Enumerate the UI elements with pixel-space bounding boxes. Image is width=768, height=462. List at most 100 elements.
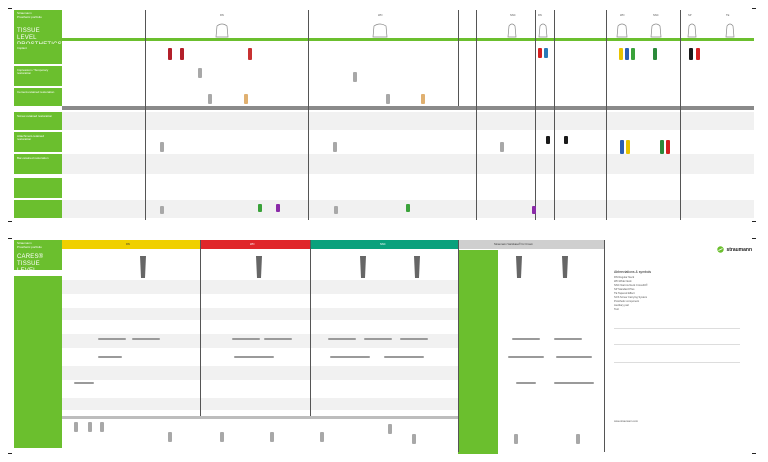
tool-icon [576, 434, 580, 444]
row-shade [62, 334, 458, 348]
top-title-small-1: Straumann [17, 11, 32, 15]
column-divider [200, 240, 201, 416]
tool-icon [88, 422, 92, 432]
workflow-bar [98, 338, 126, 340]
component-icon [160, 206, 164, 214]
row-label-block: Attachment-retained restoration [14, 132, 62, 152]
component-icon [625, 48, 629, 60]
legend-divider [614, 344, 740, 345]
implant-head-illustration [215, 23, 229, 38]
crop-mark [8, 453, 12, 454]
row-label: Impression / Temporary restoration [17, 68, 49, 76]
implant-illustration [256, 256, 262, 278]
component-icon [564, 136, 568, 144]
component-icon [208, 94, 212, 104]
component-icon [538, 48, 542, 58]
workflow-bar [74, 382, 94, 384]
column-divider [145, 10, 146, 220]
top-green-bar [62, 38, 754, 41]
workflow-bar [364, 338, 392, 340]
workflow-bar [234, 356, 274, 358]
component-icon [258, 204, 262, 212]
workflow-bar [330, 356, 370, 358]
legend-divider [614, 362, 740, 363]
tool-icon [514, 434, 518, 444]
column-header: WN [378, 14, 383, 17]
row-label-block: Screw-retained restoration [14, 112, 62, 130]
legend-panel: straumann Abbreviations & symbols RN Reg… [614, 244, 754, 448]
component-icon [386, 94, 390, 104]
variobase-label-column [458, 250, 498, 454]
row-label: Attachment-retained restoration [17, 134, 45, 142]
crop-mark [752, 221, 756, 222]
column-divider [680, 10, 681, 220]
column-header: SP [688, 14, 692, 17]
row-label-block [14, 200, 62, 218]
tool-icon [168, 432, 172, 442]
column-divider [604, 240, 605, 452]
component-icon [532, 206, 536, 214]
crop-mark [8, 238, 12, 239]
tool-icon [220, 432, 224, 442]
tool-icon [320, 432, 324, 442]
row-label: Cement-retained restoration [17, 90, 55, 94]
column-divider [310, 240, 311, 416]
column-header: WN [620, 14, 625, 17]
bottom-panel: Straumann Prosthetic portfolio CARES® TI… [8, 238, 756, 454]
column-divider [458, 10, 459, 106]
implant-illustration [516, 256, 522, 278]
nnc-header: NNC [310, 240, 458, 249]
legend-line: Auxiliary part [614, 304, 629, 307]
column-header: NNC [653, 14, 659, 17]
tool-icon [100, 422, 104, 432]
component-icon [248, 48, 252, 60]
row-label: Bar-retained restoration [17, 156, 49, 160]
implant-illustration [414, 256, 420, 278]
legend-line: WN Wide Neck [614, 280, 632, 283]
bottom-title-block: Straumann Prosthetic portfolio CARES® TI… [14, 240, 62, 274]
row-label-block: Implant [14, 44, 62, 64]
workflow-bar [512, 338, 540, 340]
component-icon [689, 48, 693, 60]
top-separator-band [62, 106, 754, 110]
rn-header: RN [62, 240, 200, 249]
row-shade [62, 112, 754, 130]
component-icon [626, 140, 630, 154]
workflow-bar [400, 338, 428, 340]
legend-footer: www.straumann.com [614, 420, 639, 423]
variobase-header-label: Straumann Variobase® for Crown [494, 243, 533, 246]
implant-head-illustration [538, 23, 548, 38]
crop-mark [8, 221, 12, 222]
legend-title: Abbreviations & symbols [614, 270, 652, 274]
legend-line: RN Regular Neck [614, 276, 635, 279]
tool-icon [388, 424, 392, 434]
legend-line: Prosthetic component [614, 300, 640, 303]
variobase-header: Straumann Variobase® for Crown [458, 240, 604, 249]
brand-name: straumann [726, 246, 752, 253]
column-header: RN [220, 14, 224, 17]
component-icon [653, 48, 657, 60]
column-header: RN [538, 14, 542, 17]
component-icon [620, 140, 624, 154]
workflow-bar [554, 338, 582, 340]
component-icon [406, 204, 410, 212]
bottom-title-small-1: Straumann [17, 241, 32, 245]
component-icon [160, 142, 164, 152]
workflow-bar [516, 382, 536, 384]
component-icon [180, 48, 184, 60]
legend-line: SCS Screw Carrying System [614, 296, 648, 299]
bottom-separator-band [62, 416, 458, 419]
component-icon [631, 48, 635, 60]
column-divider [458, 240, 459, 452]
component-icon [353, 72, 357, 82]
row-shade [62, 366, 458, 380]
workflow-bar [508, 356, 544, 358]
implant-head-illustration [725, 23, 735, 38]
component-icon [696, 48, 700, 60]
tool-icon [74, 422, 78, 432]
implant-head-illustration [372, 23, 388, 38]
workflow-bar [132, 338, 160, 340]
tool-icon [412, 434, 416, 444]
component-icon [168, 48, 172, 60]
row-label: Implant [17, 46, 27, 50]
